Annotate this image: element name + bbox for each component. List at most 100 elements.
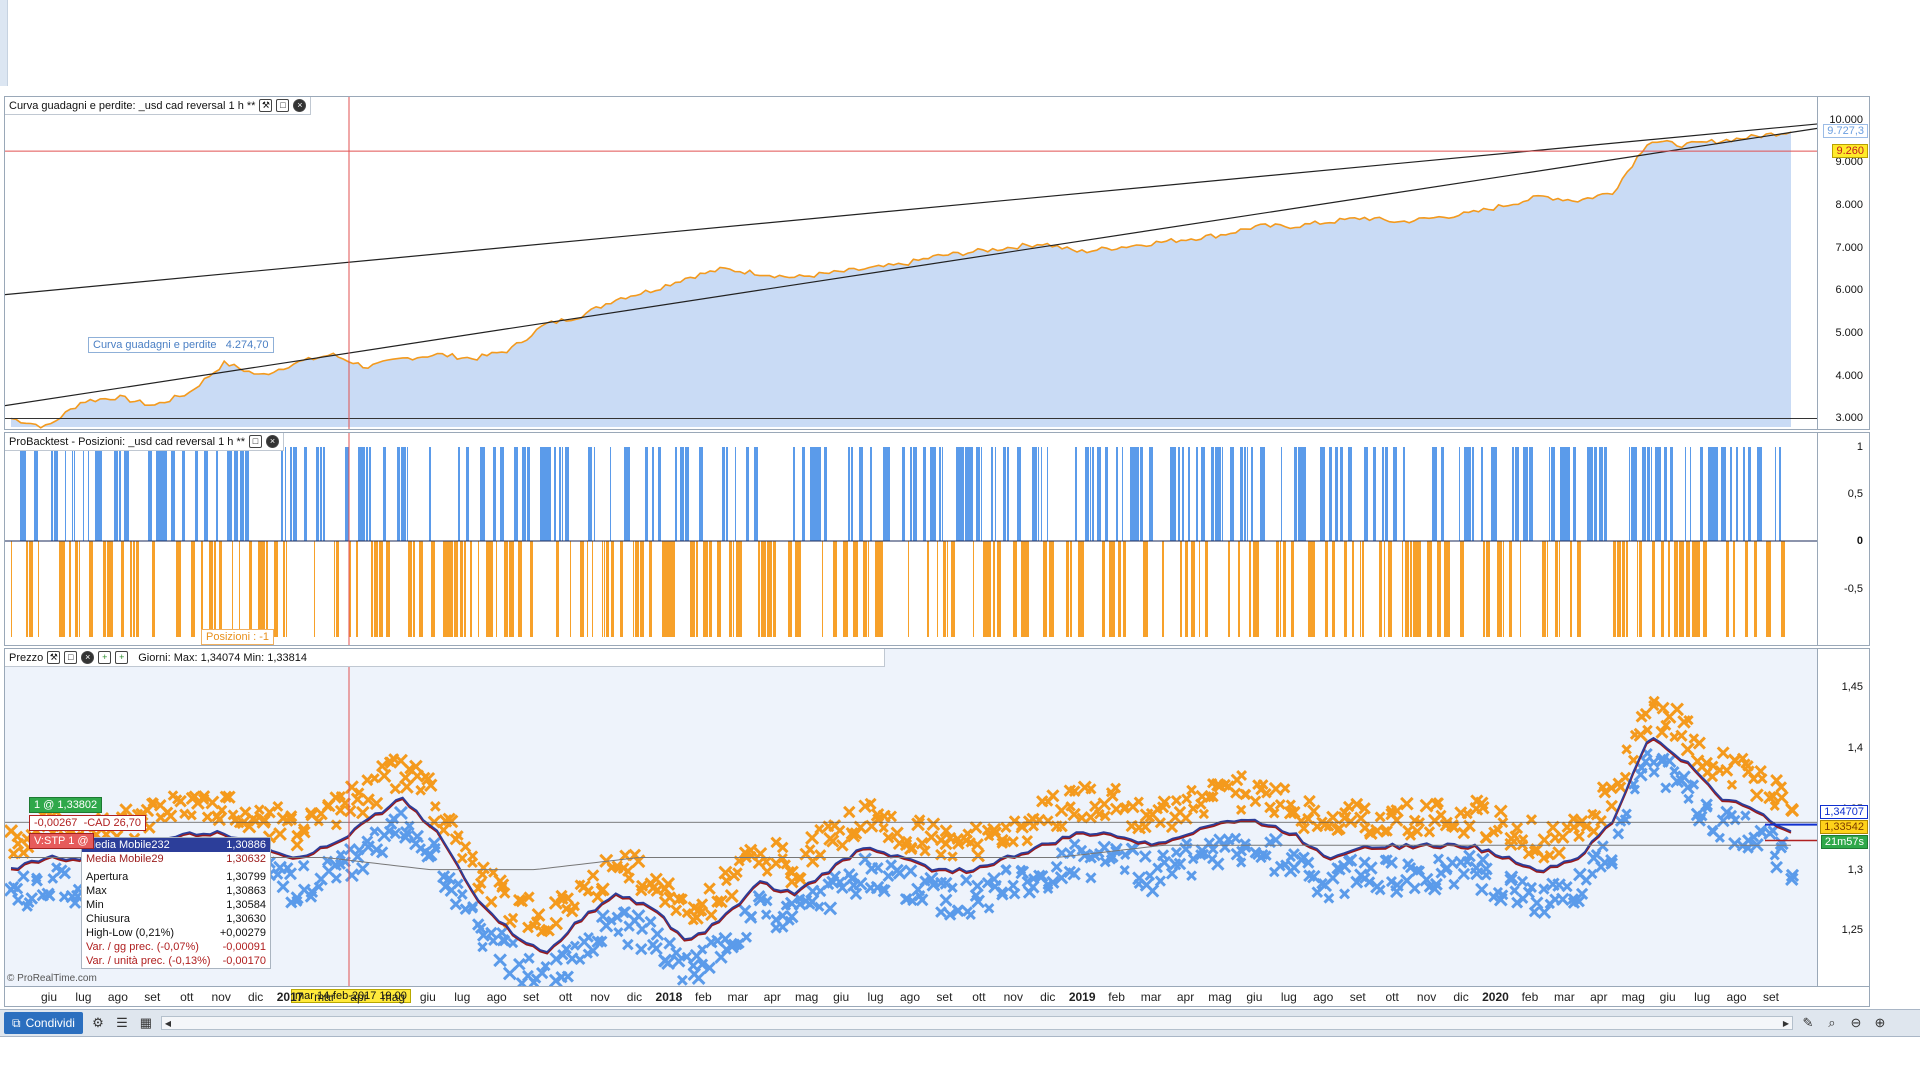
equity-tooltip-value: 4.274,70 — [225, 339, 269, 351]
horizontal-scrollbar[interactable]: ◀ ▶ — [160, 1016, 1793, 1030]
legend-close-value: 1,30630 — [226, 913, 266, 925]
price-marker-low — [1556, 892, 1570, 907]
price-marker-low — [1504, 870, 1519, 885]
position-bar-short — [239, 541, 240, 637]
price-marker-low — [369, 826, 380, 837]
position-bar-long — [939, 447, 941, 541]
price-marker-low — [1470, 867, 1484, 881]
position-bar-long — [183, 447, 185, 541]
position-bar-long — [726, 447, 728, 541]
position-bar-short — [587, 541, 588, 637]
time-label-mag: mag — [1208, 990, 1232, 1004]
time-label-2018: 2018 — [655, 990, 683, 1004]
price-marker-low — [971, 894, 986, 909]
price-marker-high — [1170, 795, 1183, 807]
position-bar-short — [191, 541, 194, 637]
position-bar-short — [1053, 541, 1054, 637]
time-label-nov: nov — [590, 990, 610, 1004]
price-marker-low — [1537, 905, 1552, 920]
price-marker-high — [424, 778, 438, 792]
price-marker-low — [276, 880, 290, 894]
position-bar-short — [443, 541, 446, 637]
price-marker-low — [1408, 882, 1421, 895]
scroll-left-icon[interactable]: ◀ — [164, 1018, 172, 1028]
price-marker-high — [676, 893, 688, 905]
price-marker-high — [376, 759, 389, 773]
price-marker-high — [1605, 799, 1618, 813]
add-indicator-icon[interactable]: + — [98, 651, 112, 664]
position-bar-short — [674, 541, 675, 637]
close-icon[interactable]: × — [266, 435, 280, 448]
window-icon[interactable]: □ — [276, 99, 290, 112]
position-bar-long — [588, 447, 592, 541]
price-marker-high — [188, 790, 201, 803]
time-label-lug: lug — [1280, 990, 1297, 1004]
scroll-right-icon[interactable]: ▶ — [1782, 1018, 1790, 1028]
position-bar-long — [482, 447, 485, 541]
position-bar-short — [1253, 541, 1255, 637]
position-bar-long — [1565, 447, 1566, 541]
time-label-ott: ott — [558, 990, 573, 1004]
price-marker-high — [1099, 810, 1111, 822]
price-marker-low — [1605, 857, 1618, 870]
objects-icon[interactable]: ⚙ — [92, 1015, 104, 1030]
position-bar-short — [201, 541, 203, 637]
position-bar-long — [1532, 447, 1533, 541]
close-icon[interactable]: × — [81, 651, 95, 664]
window-icon[interactable]: □ — [249, 435, 263, 448]
price-marker-high — [1085, 783, 1097, 795]
position-bar-short — [602, 541, 603, 637]
position-bar-short — [512, 541, 514, 637]
price-marker-high — [409, 759, 423, 774]
position-bar-long — [345, 447, 349, 541]
position-bar-long — [364, 447, 365, 541]
price-marker-low — [805, 894, 820, 909]
position-bar-short — [107, 541, 109, 637]
zoom-fit-icon[interactable]: ⌕ — [1828, 1015, 1836, 1030]
position-bar-short — [1388, 541, 1392, 637]
wrench-icon[interactable]: ⚒ — [47, 651, 61, 664]
price-marker-high — [911, 817, 925, 832]
position-bar-long — [1032, 447, 1036, 541]
price-marker-high — [926, 817, 941, 832]
zoom-in-icon[interactable]: ⊕ — [1874, 1015, 1886, 1030]
price-tick-1: 1,4 — [1847, 742, 1863, 755]
price-marker-high — [1343, 814, 1358, 829]
trade-stop-badge[interactable]: V:STP 1 @ — [29, 833, 94, 849]
position-bar-long — [1231, 447, 1234, 541]
position-bar-long — [814, 447, 817, 541]
price-marker-low — [761, 895, 773, 907]
position-bar-long — [550, 447, 551, 541]
price-marker-high — [561, 903, 572, 915]
price-marker-high — [1404, 829, 1417, 841]
zoom-out-icon[interactable]: ⊖ — [1850, 1015, 1862, 1030]
time-label-mar: mar — [314, 990, 335, 1004]
position-bar-long — [1515, 447, 1519, 541]
add-order-icon[interactable]: + — [115, 651, 129, 664]
position-bar-short — [1238, 541, 1240, 637]
close-icon[interactable]: × — [293, 99, 307, 112]
price-marker-low — [330, 872, 342, 884]
position-bar-short — [1283, 541, 1286, 637]
position-bar-short — [1066, 541, 1069, 637]
position-bar-long — [722, 447, 725, 541]
trade-long-badge[interactable]: 1 @ 1,33802 — [29, 797, 103, 813]
watermark-text: © ProRealTime.com — [7, 973, 97, 984]
brush-icon[interactable]: ✎ — [1802, 1015, 1814, 1030]
price-marker-low — [1316, 877, 1328, 890]
price-chart — [5, 649, 1819, 986]
grid-icon[interactable]: ▦ — [139, 1015, 153, 1030]
position-bar-long — [930, 447, 933, 541]
position-bar-short — [1486, 541, 1490, 637]
share-button[interactable]: ⧉ Condividi — [4, 1012, 83, 1034]
window-icon[interactable]: □ — [64, 651, 78, 664]
wrench-icon[interactable]: ⚒ — [259, 99, 273, 112]
position-bar-short — [286, 541, 287, 637]
position-bar-short — [89, 541, 93, 637]
position-bar-long — [1222, 447, 1223, 541]
price-marker-high — [939, 824, 953, 838]
price-marker-high — [777, 853, 788, 864]
position-bar-short — [152, 541, 155, 637]
list-icon[interactable]: ☰ — [116, 1015, 128, 1030]
position-bar-short — [431, 541, 435, 637]
